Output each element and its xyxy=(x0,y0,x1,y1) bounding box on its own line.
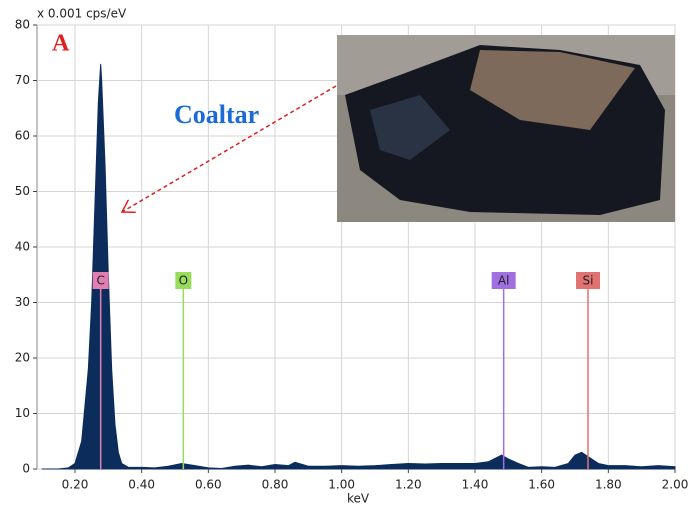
element-label: O xyxy=(179,274,188,288)
x-tick-label: 0.20 xyxy=(62,478,89,492)
element-label: Si xyxy=(583,274,594,288)
annotation: Coaltar xyxy=(174,100,259,129)
panel-label: A xyxy=(52,31,70,57)
x-tick-label: 2.00 xyxy=(662,478,688,492)
arrow xyxy=(122,85,337,212)
element-label-box xyxy=(491,272,516,289)
x-tick-label: 1.20 xyxy=(395,478,422,492)
x-tick-label: 1.40 xyxy=(462,478,489,492)
photo-gloss xyxy=(370,95,450,160)
element-label-box xyxy=(576,272,600,289)
x-tick-label: 1.60 xyxy=(528,478,555,492)
element-label-box xyxy=(175,272,192,289)
x-axis-label: keV xyxy=(347,492,370,506)
element-label: Al xyxy=(498,274,510,288)
y-tick-label: 80 xyxy=(15,18,30,32)
y-axis-label: x 0.001 cps/eV xyxy=(37,7,127,21)
y-tick-label: 70 xyxy=(15,73,30,87)
y-tick-label: 20 xyxy=(15,351,30,365)
y-tick-label: 10 xyxy=(15,406,30,420)
y-tick-label: 50 xyxy=(15,184,30,198)
photo-rock-face xyxy=(470,50,635,130)
element-label-box xyxy=(92,272,109,289)
y-tick-label: 60 xyxy=(15,129,30,143)
x-tick-label: 1.80 xyxy=(595,478,622,492)
y-tick-label: 40 xyxy=(15,240,30,254)
y-tick-label: 30 xyxy=(15,295,30,309)
x-tick-label: 0.60 xyxy=(195,478,222,492)
data xyxy=(41,63,676,470)
photo xyxy=(337,35,675,222)
x-tick-label: 0.40 xyxy=(128,478,155,492)
element-label: C xyxy=(96,274,104,288)
spectrum xyxy=(41,63,676,470)
y-tick-label: 0 xyxy=(22,462,30,476)
x-tick-label: 0.80 xyxy=(262,478,289,492)
x-tick-label: 1.00 xyxy=(328,478,355,492)
